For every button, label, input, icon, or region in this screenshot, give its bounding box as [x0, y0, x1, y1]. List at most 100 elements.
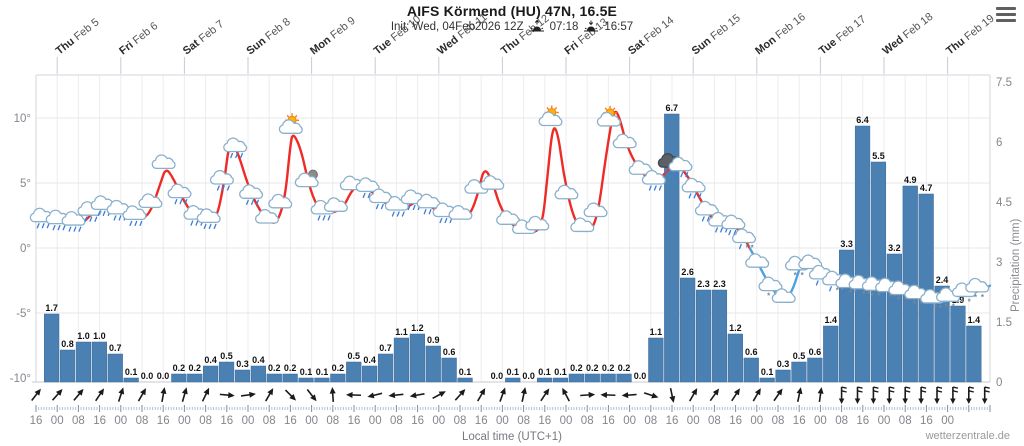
precip-bar	[282, 373, 298, 383]
svg-text:00: 00	[750, 415, 763, 427]
wind-arrow-icon	[709, 388, 720, 402]
wind-arrow-icon	[731, 388, 740, 402]
cloud-icon	[254, 208, 279, 224]
svg-text:0.6: 0.6	[745, 347, 758, 357]
sunset-time: 16:57	[604, 20, 634, 33]
svg-text:00: 00	[114, 415, 127, 427]
svg-text:*: *	[862, 290, 866, 299]
svg-text:00: 00	[432, 415, 445, 427]
precip-bar	[934, 285, 950, 383]
precip-bar	[966, 325, 982, 383]
svg-text:0.9: 0.9	[427, 335, 440, 345]
cloud-icon	[745, 253, 770, 268]
svg-text:0.2: 0.2	[570, 363, 583, 373]
precip-bar	[457, 377, 473, 383]
precip-bar	[568, 373, 584, 383]
precip-bar	[680, 277, 696, 383]
svg-text:0.1: 0.1	[300, 367, 313, 377]
precip-bar	[330, 373, 346, 383]
svg-text:0.1: 0.1	[538, 367, 551, 377]
svg-text:6.7: 6.7	[665, 103, 678, 113]
svg-text:*: *	[974, 293, 978, 302]
wind-arrow-icon	[580, 391, 596, 398]
snow-icon: **	[965, 277, 990, 302]
sunrise-time: 07:18	[549, 20, 579, 33]
svg-text:*: *	[981, 293, 985, 302]
svg-text:1.1: 1.1	[395, 327, 408, 337]
cloud-icon	[554, 184, 579, 200]
precip-bar	[552, 377, 569, 383]
wind-arrow-icon	[137, 388, 146, 402]
precip-bar	[695, 289, 712, 383]
wind-arrow-icon	[477, 388, 486, 402]
svg-text:08: 08	[390, 415, 403, 427]
precipitation-axis-labels: 7.5 6 4.5 3 1.5 0 Precipitation (mm)	[996, 77, 1022, 389]
svg-text:16: 16	[602, 415, 615, 427]
svg-text:*: *	[751, 244, 755, 253]
cloud-icon	[583, 202, 608, 218]
svg-text:6.4: 6.4	[856, 115, 869, 125]
precip-bar	[600, 373, 616, 383]
svg-text:08: 08	[899, 415, 912, 427]
init-line: Init: Wed, 04Feb2026 12Z 07:18	[0, 20, 1024, 33]
svg-text:16: 16	[920, 415, 933, 427]
precip-bar	[409, 333, 425, 383]
rain-icon	[167, 183, 192, 205]
svg-text:*: *	[945, 302, 949, 311]
wind-arrow-icon	[95, 388, 105, 402]
svg-text:*: *	[801, 271, 805, 280]
svg-text:0.5: 0.5	[793, 351, 806, 361]
svg-text:0.5: 0.5	[220, 351, 233, 361]
svg-text:7.5: 7.5	[996, 77, 1012, 89]
precip-bar	[839, 249, 855, 383]
precip-bar	[823, 325, 839, 383]
cloud-icon	[798, 254, 823, 270]
wind-barb-icon	[918, 386, 927, 404]
svg-text:0.6: 0.6	[443, 347, 456, 357]
svg-text:*: *	[894, 293, 898, 302]
svg-text:2.3: 2.3	[713, 279, 726, 289]
svg-text:08: 08	[708, 415, 721, 427]
svg-text:1.0: 1.0	[93, 331, 106, 341]
svg-text:08: 08	[644, 415, 657, 427]
svg-text:0.4: 0.4	[363, 355, 376, 365]
precip-bar	[393, 337, 410, 383]
hamburger-menu-icon[interactable]	[996, 7, 1016, 23]
wind-arrow-icon	[388, 392, 404, 399]
svg-text:00: 00	[369, 415, 382, 427]
rain-icon	[122, 205, 147, 227]
wind-arrow-icon	[562, 387, 570, 402]
precip-bar	[377, 353, 394, 383]
wind-arrow-icon	[219, 392, 235, 399]
svg-text:16: 16	[284, 415, 297, 427]
precip-bar	[346, 361, 362, 383]
wind-arrow-icon	[454, 389, 466, 401]
svg-text:0.4: 0.4	[204, 355, 217, 365]
cloud-icon	[480, 175, 505, 190]
svg-text:0.3: 0.3	[236, 359, 249, 369]
watermark: wetterzentrale.de	[925, 430, 1010, 442]
svg-text:4.9: 4.9	[904, 175, 917, 185]
svg-text:0.2: 0.2	[602, 363, 615, 373]
cloud-icon	[525, 215, 550, 231]
precip-bar	[75, 341, 92, 383]
svg-text:08: 08	[136, 415, 149, 427]
cloud-icon	[151, 154, 176, 170]
x-axis-title: Local time (UTC+1)	[462, 431, 562, 443]
precip-bar	[775, 369, 791, 383]
wind-arrow-icon	[73, 388, 84, 401]
precip-bar	[854, 125, 871, 383]
precip-bar	[616, 373, 632, 383]
precip-bar	[536, 377, 553, 383]
svg-text:0.1: 0.1	[316, 367, 329, 377]
precip-bar	[711, 289, 728, 383]
svg-text:00: 00	[878, 415, 891, 427]
svg-text:00: 00	[623, 415, 636, 427]
wind-barb-icon	[838, 386, 847, 404]
rain-icon	[196, 208, 221, 230]
wind-barb-icon	[950, 386, 959, 404]
wind-arrow-icon	[752, 388, 761, 402]
svg-text:00: 00	[560, 415, 573, 427]
wind-arrow-icon	[329, 387, 336, 403]
svg-text:*: *	[836, 286, 840, 295]
